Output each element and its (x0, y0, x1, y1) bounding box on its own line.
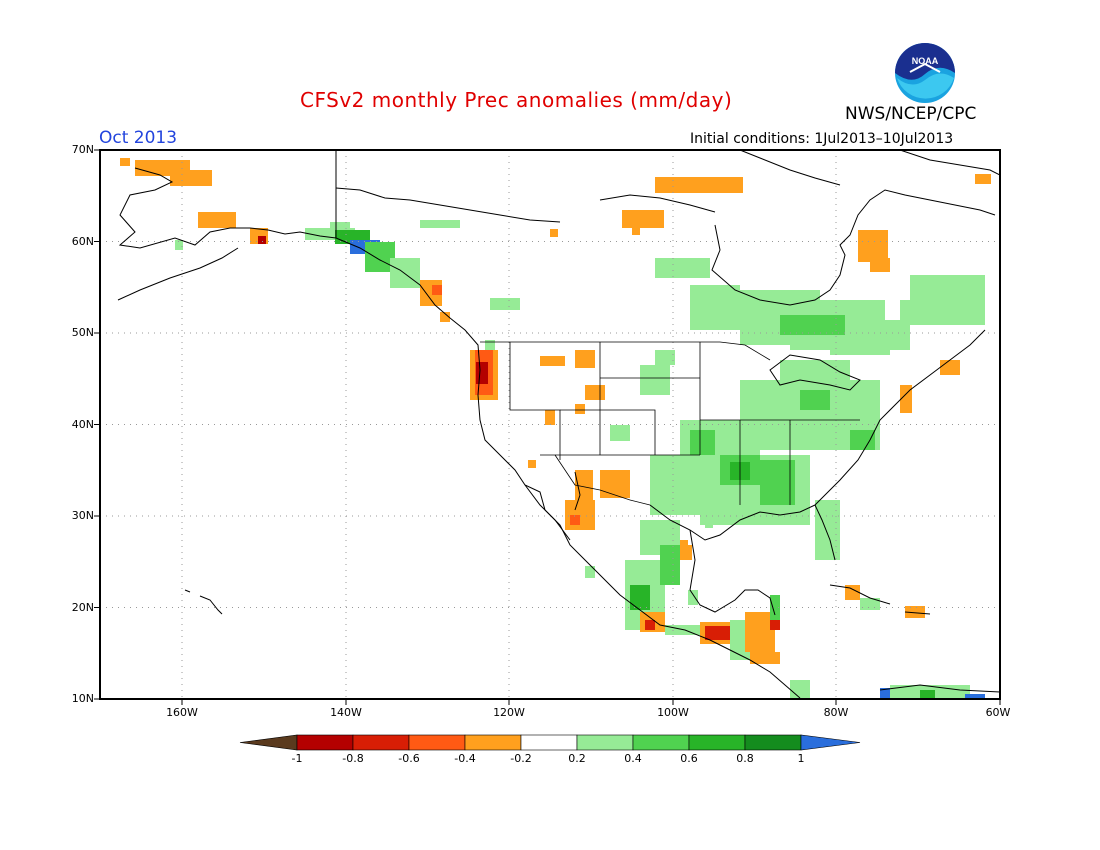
coastlines (117, 150, 1000, 699)
colorbar-label: 0.8 (736, 752, 754, 765)
noaa-logo: NOAA (895, 43, 955, 103)
colorbar-label: -0.4 (454, 752, 476, 765)
initial-conditions: Initial conditions: 1Jul2013–10Jul2013 (690, 131, 954, 147)
colorbar-label: -0.6 (398, 752, 420, 765)
forecast-month: Oct 2013 (99, 128, 178, 148)
colorbar-arrow-low (239, 734, 298, 751)
lon-label: 100W (657, 706, 689, 719)
colorbar-cell (744, 734, 802, 751)
colorbar-label: 1 (797, 752, 805, 765)
colorbar-cell (296, 734, 354, 751)
colorbar-cell (632, 734, 690, 751)
colorbar-label: -1 (291, 752, 303, 765)
lon-label: 120W (493, 706, 525, 719)
lat-label: 20N (71, 601, 94, 614)
lon-label: 60W (985, 706, 1011, 719)
colorbar-label: -0.8 (342, 752, 364, 765)
lon-label: 80W (823, 706, 849, 719)
chart-title: CFSv2 monthly Prec anomalies (mm/day) (300, 88, 733, 112)
colorbar-arrow-high (800, 734, 861, 751)
colorbar-cell (352, 734, 410, 751)
colorbar-label: 0.6 (680, 752, 698, 765)
colorbar-label: 0.4 (624, 752, 642, 765)
colorbar-cell (688, 734, 746, 751)
lat-label: 60N (71, 235, 94, 248)
lat-label: 40N (71, 418, 94, 431)
colorbar-label: 0.2 (568, 752, 586, 765)
lat-label: 70N (71, 143, 94, 156)
colorbar-cell (520, 734, 578, 751)
colorbar-cell (464, 734, 522, 751)
lat-label: 30N (71, 509, 94, 522)
anomaly-layer (120, 158, 991, 699)
lat-label: 50N (71, 326, 94, 339)
lon-label: 160W (166, 706, 198, 719)
colorbar-cell (576, 734, 634, 751)
borders (480, 341, 860, 506)
lon-label: 140W (330, 706, 362, 719)
svg-text:NOAA: NOAA (912, 56, 939, 66)
lat-label: 10N (71, 692, 94, 705)
agency-label: NWS/NCEP/CPC (845, 104, 977, 124)
colorbar-label: -0.2 (510, 752, 532, 765)
grid-lines (100, 150, 1000, 699)
colorbar-cell (408, 734, 466, 751)
